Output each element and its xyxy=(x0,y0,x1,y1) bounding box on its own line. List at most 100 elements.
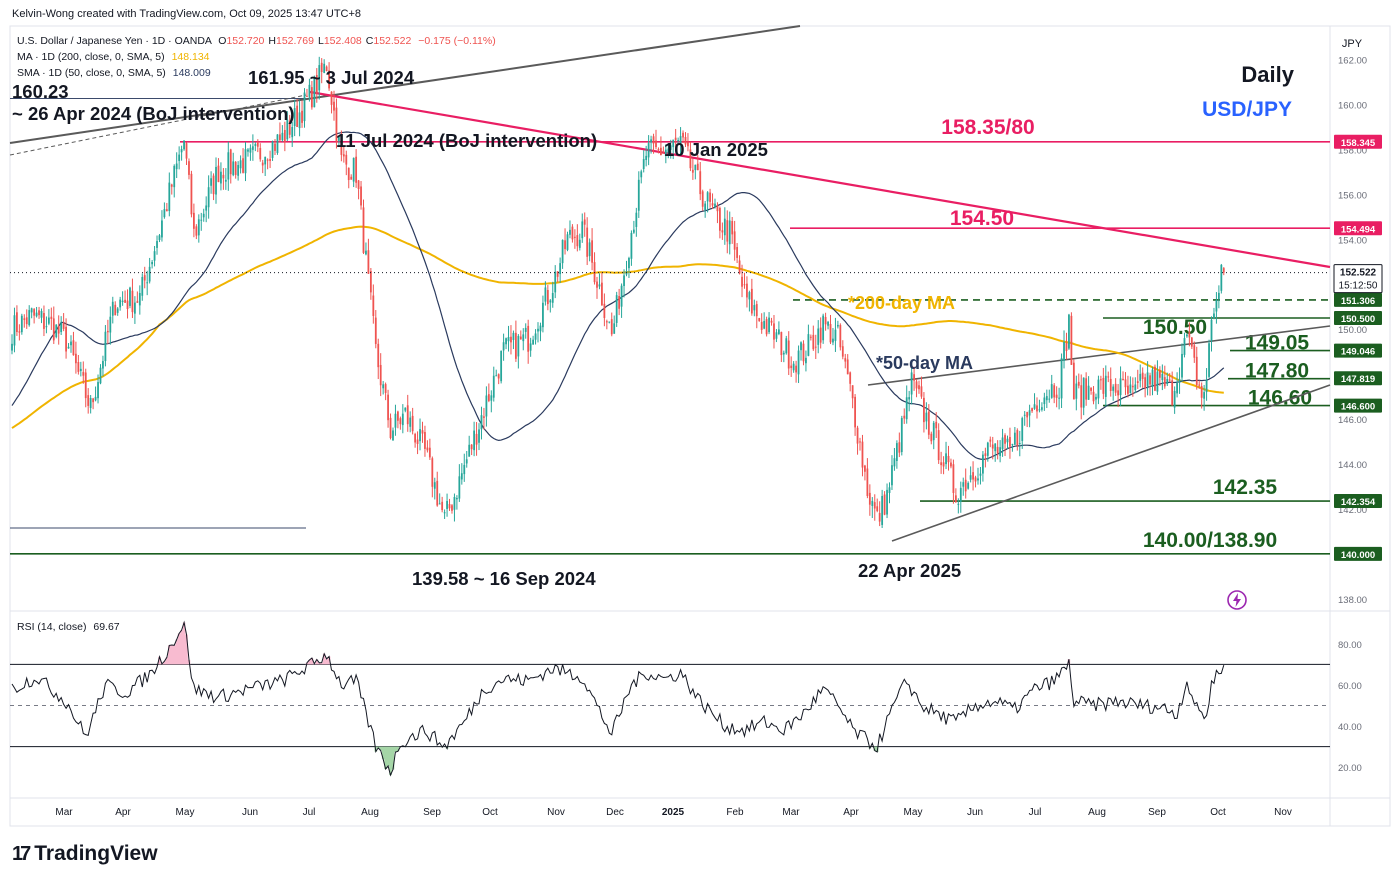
time-tick-label: Mar xyxy=(782,807,800,818)
candle-body xyxy=(566,234,569,250)
candle-body xyxy=(832,338,834,343)
candle-body xyxy=(1168,379,1171,381)
candle xyxy=(1134,377,1137,394)
candle-body xyxy=(163,209,166,218)
candle xyxy=(72,331,75,356)
candle xyxy=(532,335,534,345)
candle xyxy=(972,461,974,491)
candle-body xyxy=(529,343,532,351)
candle xyxy=(1151,366,1154,396)
candle-body xyxy=(1033,404,1036,409)
candle-body xyxy=(111,301,114,316)
descending-resistance-trendline xyxy=(309,90,1331,269)
candle-body xyxy=(72,340,75,356)
candle xyxy=(497,373,500,385)
candle-body xyxy=(318,65,321,91)
candle xyxy=(514,320,517,362)
candle-body xyxy=(1006,438,1009,443)
candle-body xyxy=(433,482,436,489)
lightning-icon[interactable] xyxy=(1226,589,1248,611)
price-tag: 146.600 xyxy=(1341,402,1375,413)
candle xyxy=(431,456,434,498)
candle xyxy=(935,412,938,438)
candle xyxy=(261,159,264,174)
candle xyxy=(1213,307,1215,320)
candle-body xyxy=(1163,377,1166,387)
candle xyxy=(239,155,242,174)
candle-body xyxy=(188,161,190,175)
candle xyxy=(60,316,63,335)
candle-body xyxy=(455,498,458,500)
candle-body xyxy=(406,405,409,425)
candle-body xyxy=(306,95,308,97)
price-axis-unit: JPY xyxy=(1342,38,1363,50)
level-label: 140.00/138.90 xyxy=(1143,529,1277,552)
candle-body xyxy=(900,418,903,453)
candle xyxy=(308,78,311,102)
candle-body xyxy=(156,241,158,248)
candle xyxy=(1127,375,1129,398)
candle xyxy=(640,169,643,184)
time-tick-label: Dec xyxy=(606,807,624,818)
candle xyxy=(288,114,291,139)
candle-body xyxy=(1011,444,1014,446)
candle xyxy=(989,436,992,448)
candle-body xyxy=(365,250,367,255)
price-tag: 142.354 xyxy=(1341,497,1376,508)
candle-body xyxy=(237,165,240,176)
candle-body xyxy=(47,317,50,324)
candle xyxy=(306,88,308,97)
candle xyxy=(748,290,751,312)
time-tick-label: Oct xyxy=(482,807,498,818)
candle xyxy=(28,305,31,327)
chart-annotation: 160.23 xyxy=(12,81,69,102)
candle xyxy=(114,301,117,316)
candle xyxy=(942,456,945,475)
candle-body xyxy=(497,374,500,379)
candles-layer[interactable] xyxy=(10,56,1330,528)
candle xyxy=(564,228,566,255)
price-tag: 147.819 xyxy=(1341,374,1375,385)
candle-body xyxy=(465,459,468,464)
candle xyxy=(635,207,638,237)
time-tick-label: Nov xyxy=(1274,807,1292,818)
candle xyxy=(819,317,822,349)
candle-body xyxy=(1205,379,1208,393)
candle-body xyxy=(355,156,358,183)
candle xyxy=(330,91,333,114)
candle-body xyxy=(244,149,247,174)
candle-body xyxy=(672,139,675,148)
candle xyxy=(18,324,21,341)
candle xyxy=(492,366,495,402)
level-label: 158.35/80 xyxy=(941,116,1034,139)
candle xyxy=(1095,393,1097,410)
candle xyxy=(328,62,330,91)
time-tick-label: Jul xyxy=(303,807,316,818)
candle-body xyxy=(891,465,893,486)
candle xyxy=(1099,375,1102,390)
candle-body xyxy=(544,287,547,302)
candle-body xyxy=(185,143,188,159)
candle-body xyxy=(827,321,829,326)
candle-body xyxy=(564,240,566,250)
candle-body xyxy=(650,139,652,143)
candle-body xyxy=(70,341,72,346)
candle xyxy=(212,173,215,201)
candle-body xyxy=(1173,390,1176,408)
candle xyxy=(79,361,82,377)
candle-body xyxy=(937,430,940,461)
time-tick-label: Apr xyxy=(843,807,859,818)
price-tick-label: 156.00 xyxy=(1338,190,1367,201)
tradingview-brand[interactable]: 17 TradingView xyxy=(12,842,158,866)
candle-body xyxy=(141,276,144,296)
wedge-lower-trendline xyxy=(891,384,1331,542)
candle-body xyxy=(716,205,719,212)
candle xyxy=(254,142,257,152)
candle xyxy=(679,127,682,156)
candle xyxy=(920,376,923,399)
candle-body xyxy=(507,337,510,342)
candle-body xyxy=(687,142,689,147)
candle xyxy=(202,208,205,222)
candle xyxy=(281,125,284,142)
